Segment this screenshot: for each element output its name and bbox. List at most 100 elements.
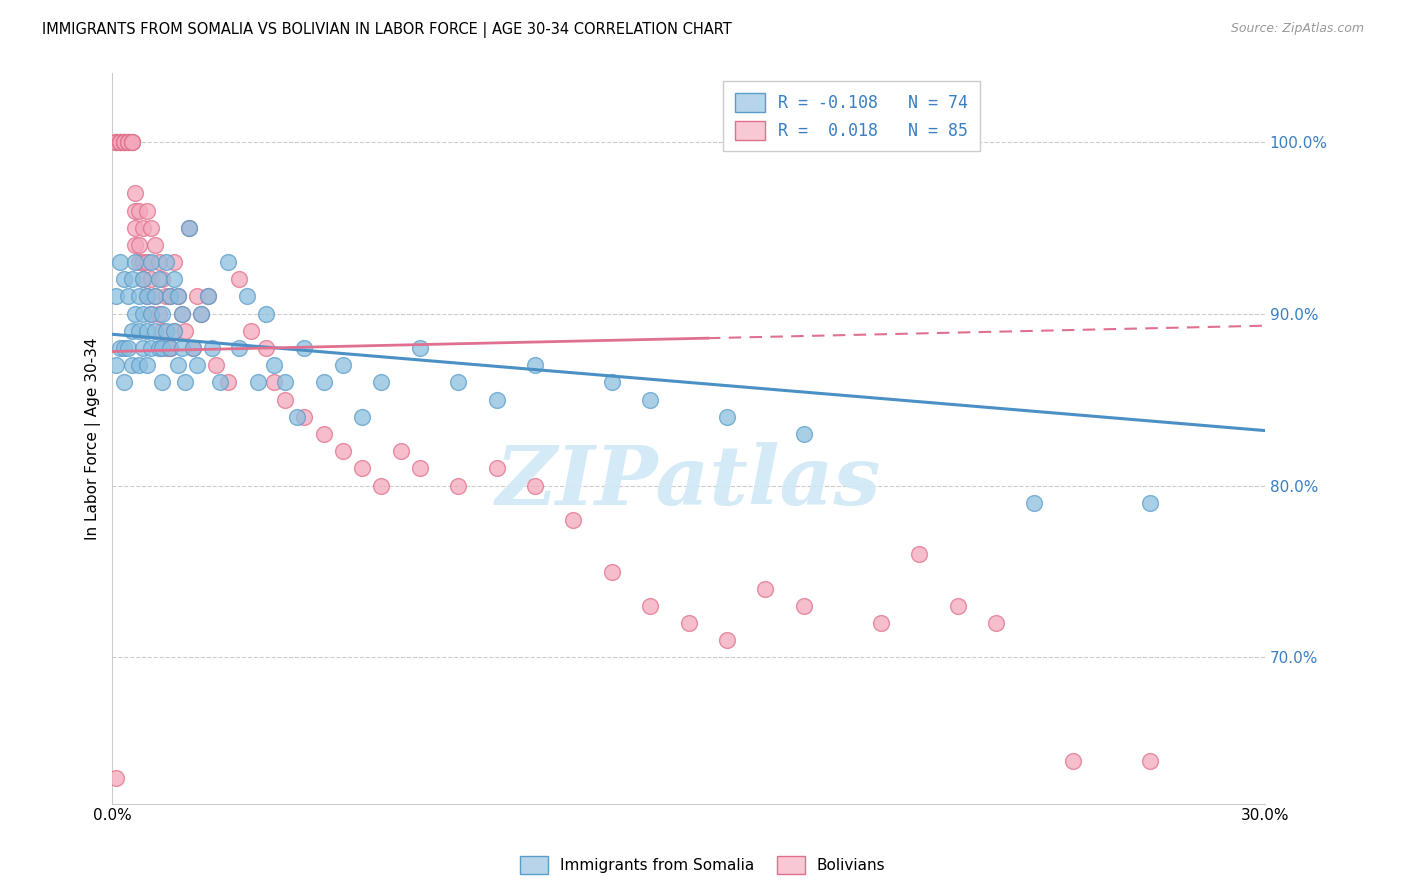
Point [179,220,201,235]
Point [121,324,143,338]
Point [447,478,470,492]
Point [179,220,201,235]
Point [155,341,177,355]
Point [143,289,166,303]
Text: ZIPatlas: ZIPatlas [496,442,882,522]
Point [197,289,219,303]
Point [1139,496,1161,510]
Point [105,135,128,149]
Text: Source: ZipAtlas.com: Source: ZipAtlas.com [1230,22,1364,36]
Point [112,272,135,286]
Point [139,307,162,321]
Point [143,238,166,252]
Point [150,376,173,390]
Point [105,289,128,303]
Point [332,358,354,372]
Point [117,135,139,149]
Point [136,324,159,338]
Point [121,135,143,149]
Point [793,599,815,613]
Point [600,376,623,390]
Point [239,324,262,338]
Point [108,341,131,355]
Point [946,599,969,613]
Point [352,409,374,424]
Point [128,203,150,218]
Point [136,255,159,269]
Point [370,376,392,390]
Point [159,289,181,303]
Point [263,358,285,372]
Point [228,272,250,286]
Point [124,307,146,321]
Point [139,255,162,269]
Point [1062,754,1084,768]
Point [754,582,776,596]
Point [105,135,128,149]
Point [205,358,228,372]
Point [148,341,170,355]
Point [112,376,135,390]
Point [155,324,177,338]
Point [148,272,170,286]
Point [166,289,188,303]
Point [274,376,297,390]
Point [108,135,131,149]
Legend: Immigrants from Somalia, Bolivians: Immigrants from Somalia, Bolivians [515,850,891,880]
Point [166,289,188,303]
Point [139,220,162,235]
Point [117,135,139,149]
Point [638,392,661,407]
Point [186,358,208,372]
Point [254,307,277,321]
Point [105,358,128,372]
Point [128,238,150,252]
Point [228,341,250,355]
Point [139,307,162,321]
Point [117,341,139,355]
Point [638,599,661,613]
Point [124,203,146,218]
Point [247,376,270,390]
Point [159,289,181,303]
Point [174,324,197,338]
Point [124,238,146,252]
Point [139,341,162,355]
Legend: R = -0.108   N = 74, R =  0.018   N = 85: R = -0.108 N = 74, R = 0.018 N = 85 [723,81,980,152]
Point [389,444,412,458]
Point [409,461,432,475]
Point [128,289,150,303]
Point [159,341,181,355]
Point [155,289,177,303]
Point [285,409,308,424]
Point [136,289,159,303]
Point [112,135,135,149]
Point [166,358,188,372]
Point [294,341,316,355]
Point [121,135,143,149]
Point [254,341,277,355]
Point [121,358,143,372]
Point [128,358,150,372]
Point [174,376,197,390]
Point [128,324,150,338]
Point [150,307,173,321]
Point [136,289,159,303]
Point [163,272,186,286]
Point [236,289,259,303]
Point [124,220,146,235]
Point [108,135,131,149]
Point [132,307,155,321]
Point [208,376,231,390]
Point [143,324,166,338]
Point [150,341,173,355]
Y-axis label: In Labor Force | Age 30-34: In Labor Force | Age 30-34 [86,337,101,540]
Point [217,255,239,269]
Point [132,272,155,286]
Point [1024,496,1046,510]
Point [600,565,623,579]
Point [186,289,208,303]
Point [793,427,815,442]
Point [150,272,173,286]
Point [370,478,392,492]
